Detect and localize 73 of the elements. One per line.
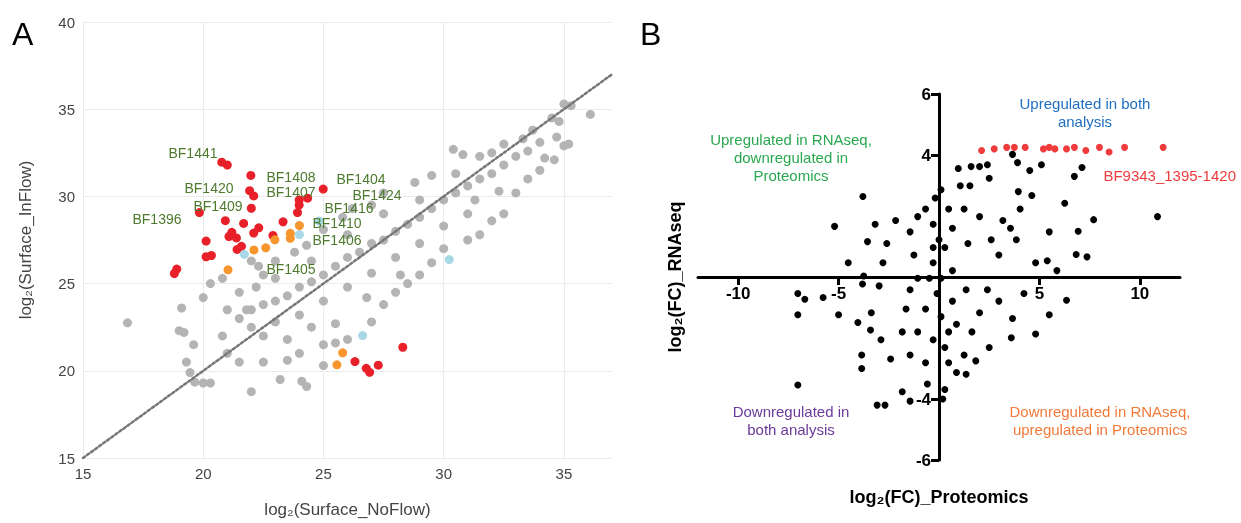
- point: [224, 232, 234, 242]
- x-tick-label: -5: [831, 284, 847, 303]
- y-axis-title: log₂(Surface_InFlow): [15, 160, 35, 320]
- y-tick-label: 15: [58, 449, 75, 467]
- x-tick-label: 20: [194, 465, 212, 482]
- x-axis-title: log₂(FC)_Proteomics: [849, 487, 1029, 507]
- point: [239, 249, 249, 259]
- annotation: BF1416: [324, 200, 374, 216]
- y-tick-label: 4: [921, 145, 932, 165]
- annotation: Downregulated in both analysis: [732, 402, 850, 438]
- y-tick-label: 20: [58, 362, 75, 380]
- annotation: BF1424: [352, 187, 402, 203]
- point: [444, 255, 454, 265]
- y-tick-label: -4: [915, 389, 932, 409]
- series-label: BF9343_1395-1420: [1103, 166, 1236, 184]
- point: [232, 244, 242, 254]
- y-tick-label: -6: [915, 450, 931, 470]
- point: [292, 208, 302, 218]
- annotation: BF1410: [312, 215, 362, 231]
- annotation: BF1405: [266, 261, 316, 277]
- point: [201, 236, 211, 246]
- x-tick-label: 10: [1130, 284, 1150, 303]
- annotation: BF1396: [132, 211, 182, 227]
- point: [239, 218, 249, 228]
- point: [278, 217, 288, 227]
- point: [318, 184, 328, 194]
- x-tick-label: 5: [1034, 284, 1045, 303]
- annotation: BF1407: [266, 184, 316, 200]
- point: [398, 342, 408, 352]
- point: [246, 203, 256, 213]
- y-tick-label: 6: [921, 84, 931, 104]
- point: [373, 360, 383, 370]
- annotation: BF1404: [336, 171, 386, 187]
- point: [246, 170, 256, 180]
- annotation: BF1441: [168, 145, 218, 161]
- point: [222, 160, 232, 170]
- point: [169, 268, 179, 278]
- point: [249, 228, 259, 238]
- x-tick-label: 30: [435, 465, 453, 482]
- point: [350, 357, 360, 367]
- y-tick-label: 35: [58, 100, 75, 118]
- x-tick-label: 35: [555, 465, 573, 482]
- annotation: Downregulated in RNAseq, upregulated in Proteomics: [1009, 402, 1191, 438]
- point: [294, 230, 304, 240]
- annotation: BF1408: [266, 169, 316, 185]
- annotation: BF1406: [312, 232, 362, 248]
- point: [231, 233, 241, 243]
- point: [358, 331, 368, 341]
- point: [254, 223, 264, 233]
- annotation: BF1420: [184, 180, 234, 196]
- y-tick-label: 30: [58, 187, 75, 205]
- annotation: BF1409: [193, 198, 243, 214]
- point: [206, 251, 216, 261]
- y-tick-label: 40: [58, 13, 75, 31]
- point: [249, 245, 259, 255]
- y-axis-title: log₂(FC)_RNAseq: [665, 201, 685, 353]
- point: [223, 265, 233, 275]
- text: A: [12, 16, 34, 52]
- x-tick-label: 15: [74, 465, 92, 482]
- point: [294, 221, 304, 231]
- point: [270, 235, 280, 245]
- point: [261, 243, 271, 253]
- annotation: Upregulated in both analysis: [1019, 94, 1151, 130]
- point: [249, 191, 259, 201]
- x-tick-label: -10: [725, 284, 751, 303]
- text: B: [640, 16, 662, 52]
- annotation: Upregulated in RNAseq, downregulated in Proteomics: [710, 130, 872, 184]
- x-tick-label: 25: [315, 465, 332, 482]
- point: [220, 216, 230, 226]
- point: [332, 360, 342, 370]
- x-axis-title: log₂(Surface_NoFlow): [264, 499, 431, 519]
- point: [365, 367, 375, 377]
- point: [338, 348, 348, 358]
